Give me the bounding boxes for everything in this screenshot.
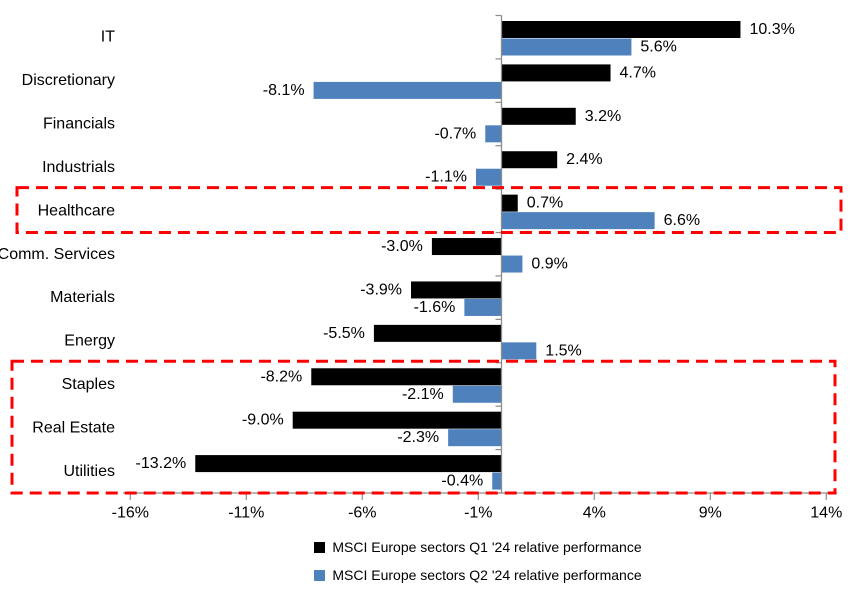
bar-q1-utilities xyxy=(195,455,502,473)
bar-q2-comm-services xyxy=(501,255,523,273)
legend-item-q2: MSCI Europe sectors Q2 '24 relative perf… xyxy=(314,567,642,583)
bar-q1-industrials xyxy=(501,151,558,169)
data-label: -2.3% xyxy=(397,429,439,446)
data-label: -0.7% xyxy=(434,125,476,142)
bar-q1-financials xyxy=(501,107,576,125)
category-label: Healthcare xyxy=(38,202,115,219)
data-label: 5.6% xyxy=(640,39,676,56)
bar-q2-healthcare xyxy=(501,212,655,230)
data-label: -2.1% xyxy=(402,386,444,403)
bar-q2-discretionary xyxy=(313,81,502,99)
x-tick-label: 14% xyxy=(810,505,842,522)
bar-q2-utilities xyxy=(492,472,502,490)
category-label: Discretionary xyxy=(22,72,115,89)
bar-q1-energy xyxy=(373,324,502,342)
bar-q1-comm-services xyxy=(431,238,502,256)
bar-q2-real-estate xyxy=(448,429,502,447)
data-label: -1.1% xyxy=(425,169,467,186)
category-label: Materials xyxy=(50,289,115,306)
data-label: -1.6% xyxy=(414,299,456,316)
legend-swatch-icon xyxy=(314,569,326,581)
category-label: Energy xyxy=(64,333,115,350)
bar-q1-real-estate xyxy=(292,411,502,429)
category-label: IT xyxy=(101,29,115,46)
data-label: 0.9% xyxy=(531,256,567,273)
bar-q2-it xyxy=(501,38,632,56)
data-label: 0.7% xyxy=(527,195,563,212)
legend-label: MSCI Europe sectors Q1 '24 relative perf… xyxy=(332,539,642,555)
category-label: Industrials xyxy=(42,159,115,176)
data-label: -8.1% xyxy=(263,82,305,99)
data-label: -5.5% xyxy=(323,325,365,342)
bar-q2-industrials xyxy=(475,168,502,186)
bar-q2-materials xyxy=(464,298,502,316)
chart-legend: MSCI Europe sectors Q1 '24 relative perf… xyxy=(128,539,828,583)
data-label: -9.0% xyxy=(242,412,284,429)
category-label: Staples xyxy=(62,376,115,393)
category-label: Real Estate xyxy=(32,419,115,436)
x-tick-label: 4% xyxy=(583,505,606,522)
data-label: 10.3% xyxy=(749,21,794,38)
data-label: 3.2% xyxy=(585,108,621,125)
bar-q1-it xyxy=(501,21,741,38)
data-label: 4.7% xyxy=(620,64,656,81)
x-tick-label: -16% xyxy=(112,505,149,522)
data-label: -8.2% xyxy=(260,368,302,385)
data-label: -3.0% xyxy=(381,238,423,255)
legend-label: MSCI Europe sectors Q2 '24 relative perf… xyxy=(332,567,642,583)
legend-item-q1: MSCI Europe sectors Q1 '24 relative perf… xyxy=(314,539,642,555)
bar-chart: IT 10.3% 5.6% Discretionary 4.7% -8.1% Financi… xyxy=(0,14,843,522)
highlight-box-healthcare xyxy=(15,186,843,235)
legend-swatch-icon xyxy=(314,541,326,553)
data-label: 6.6% xyxy=(664,212,700,229)
data-label: -13.2% xyxy=(136,455,187,472)
bar-q2-financials xyxy=(485,125,502,143)
x-tick-label: -6% xyxy=(348,505,376,522)
category-label: Financials xyxy=(43,116,115,133)
x-tick-label: 9% xyxy=(699,505,722,522)
bar-q1-materials xyxy=(411,281,502,299)
data-label: -3.9% xyxy=(360,281,402,298)
category-label: Utilities xyxy=(63,463,115,480)
bar-q1-healthcare xyxy=(501,194,518,212)
x-tick-label: -11% xyxy=(228,505,264,522)
x-tick-label: -1% xyxy=(464,505,492,522)
data-label: 1.5% xyxy=(545,342,581,359)
data-label: 2.4% xyxy=(566,151,602,168)
highlight-box-defensives xyxy=(10,359,837,495)
bar-q2-staples xyxy=(452,385,502,403)
category-label: Comm. Services xyxy=(0,246,115,263)
bar-q2-energy xyxy=(501,342,537,360)
data-label: -0.4% xyxy=(441,473,483,490)
bar-q1-discretionary xyxy=(501,64,611,82)
bar-q1-staples xyxy=(311,368,502,386)
